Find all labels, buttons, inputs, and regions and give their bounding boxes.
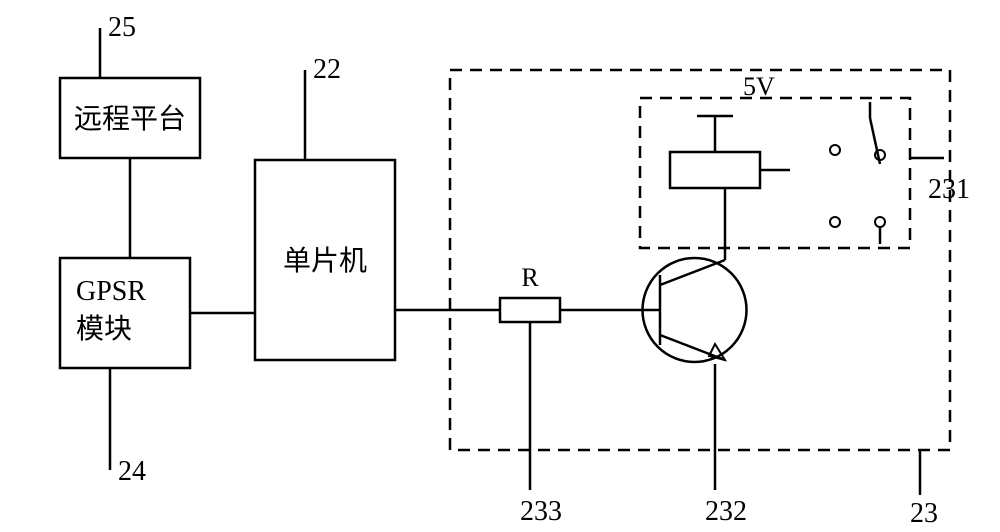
switch-throw-upper-left [830,145,840,155]
callout-233-label: 233 [520,496,562,527]
callout-23-label: 23 [910,498,938,529]
label-mcu: 单片机 [283,245,367,277]
relay-coil [670,152,760,188]
callout-232-label: 232 [705,496,747,527]
label-gpsr-line2: 模块 [76,313,132,345]
resistor-R [500,298,560,322]
label-remote-platform: 远程平台 [74,103,186,135]
switch-terminal-lower-left [830,217,840,227]
callout-25-label: 25 [108,12,136,43]
label-5v: 5V [743,72,775,101]
block-diagram: 远程平台 GPSR 模块 单片机 R 5V 25 22 231 24 233 232 23 [0,0,1000,532]
callout-24-label: 24 [118,456,146,487]
callout-22-label: 22 [313,54,341,85]
dashed-box-23 [450,70,950,450]
label-gpsr-line1: GPSR [76,276,146,307]
label-R: R [521,263,539,292]
switch-terminal-lower-right [875,217,885,227]
callout-231-label: 231 [928,174,970,205]
box-gpsr-module [60,258,190,368]
